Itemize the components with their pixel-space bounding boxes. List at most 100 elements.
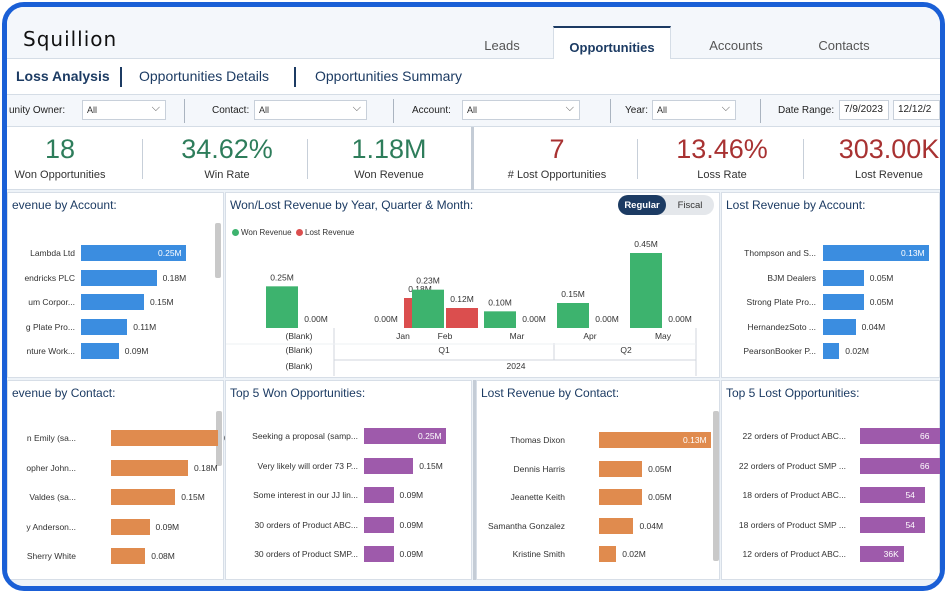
top-5-won-opportunities-panel: Top 5 Won Opportunities: Seeking a propo…: [225, 380, 472, 580]
bar-value-label: 0.15M: [181, 492, 205, 502]
regular-fiscal-toggle[interactable]: Regular Fiscal: [618, 195, 714, 215]
bar-value-label: 0.09M: [399, 490, 424, 500]
bar-label: 22 orders of Product ABC...: [742, 431, 846, 441]
bar[interactable]: [599, 489, 643, 505]
panel-title: evenue by Account:: [12, 198, 117, 212]
lost-revenue-by-contact-panel: Lost Revenue by Contact: Thomas Dixon 0.1…: [476, 380, 720, 580]
subtab-opportunities-details[interactable]: Opportunities Details: [139, 68, 269, 84]
toggle-regular[interactable]: Regular: [618, 195, 666, 215]
kpi-won-revenue: 1.18M Won Revenue: [319, 127, 459, 190]
bar[interactable]: [599, 546, 617, 562]
subtab-loss-analysis[interactable]: Loss Analysis: [16, 68, 110, 84]
bar[interactable]: [860, 457, 940, 474]
chevron-down-icon: ⌵: [721, 102, 730, 114]
contact-filter-select[interactable]: All ⌵: [254, 100, 367, 120]
bar[interactable]: [860, 428, 940, 444]
bar-label: 18 orders of Product SMP ...: [738, 519, 846, 530]
legend-won-label: Won Revenue: [241, 228, 292, 237]
kpi-value: 13.46%: [676, 134, 768, 164]
scrollbar[interactable]: [713, 411, 719, 561]
bar[interactable]: [823, 343, 840, 359]
bar-value-label: 36K: [883, 549, 899, 559]
owner-filter-select[interactable]: All ⌵: [82, 100, 166, 120]
won-revenue-bar[interactable]: [412, 289, 444, 328]
data-label: 0.23M: [416, 276, 440, 286]
subtab-opportunities-summary[interactable]: Opportunities Summary: [315, 68, 463, 84]
kpi-won-opportunities: 18 Won Opportunities: [7, 127, 113, 190]
bar[interactable]: [81, 269, 157, 286]
bar[interactable]: [81, 245, 186, 261]
dashboard: Squillion Leads Opportunities Accounts C…: [7, 7, 940, 586]
bar[interactable]: [111, 489, 176, 505]
bar[interactable]: [81, 318, 128, 335]
won-lost-revenue-chart-panel: Won/Lost Revenue by Year, Quarter & Mont…: [225, 192, 720, 378]
tab-accounts[interactable]: Accounts: [709, 38, 763, 53]
bar-label: 22 orders of Product SMP ...: [738, 460, 846, 471]
data-label: 0.45M: [634, 239, 658, 249]
bar-value-label: 0.25M: [418, 431, 442, 441]
won-revenue-bar[interactable]: [630, 253, 662, 328]
bar[interactable]: [364, 457, 414, 474]
bar-value-label: 66: [920, 460, 930, 471]
tab-leads[interactable]: Leads: [484, 38, 520, 53]
won-revenue-bar[interactable]: [484, 311, 516, 328]
bar[interactable]: [111, 518, 150, 535]
kpi-label: Won Revenue: [354, 169, 424, 181]
bar[interactable]: [364, 428, 446, 444]
x-tick-label: Apr: [583, 331, 596, 341]
bar-label: 12 orders of Product ABC...: [742, 549, 846, 559]
lost-revenue-bar[interactable]: [446, 308, 478, 328]
tab-opportunities[interactable]: Opportunities: [553, 26, 671, 59]
bar[interactable]: [860, 487, 926, 503]
kpi-label: Lost Revenue: [855, 169, 923, 181]
date-from-input[interactable]: 7/9/2023: [839, 100, 889, 120]
bar[interactable]: [599, 432, 711, 448]
bar[interactable]: [81, 343, 119, 359]
kpi-label: # Lost Opportunities: [507, 169, 607, 181]
bar[interactable]: [599, 517, 634, 534]
bar-label: Samantha Gonzalez: [487, 520, 565, 531]
bar-label: Strong Plate Pro...: [746, 297, 816, 307]
bar[interactable]: [860, 546, 904, 562]
bar[interactable]: [860, 516, 926, 533]
bar[interactable]: [364, 546, 394, 562]
account-filter-select[interactable]: All ⌵: [462, 100, 580, 120]
bar-label: Lambda Ltd: [30, 248, 75, 258]
bar-value-label: 54: [905, 519, 915, 530]
date-to-input[interactable]: 12/12/2: [893, 100, 940, 120]
kpi-divider: [637, 139, 638, 179]
chevron-down-icon: ⌵: [352, 102, 361, 114]
chevron-down-icon: ⌵: [151, 102, 160, 114]
bar-value-label: 0.04M: [861, 321, 886, 332]
bar-label: 30 orders of Product SMP...: [254, 549, 358, 559]
bar[interactable]: [364, 516, 394, 533]
bar-label: Very likely will order 73 P...: [257, 460, 358, 471]
scrollbar[interactable]: [216, 411, 222, 466]
bar-value-label: 0.13M: [901, 248, 925, 258]
bar[interactable]: [823, 294, 864, 310]
bar-label: PearsonBooker P...: [743, 346, 816, 356]
bar[interactable]: [364, 487, 394, 503]
tab-contacts[interactable]: Contacts: [818, 38, 870, 53]
year-filter-select[interactable]: All ⌵: [652, 100, 736, 120]
bar-value-label: 0.11M: [133, 321, 157, 332]
bar[interactable]: [823, 245, 929, 261]
toggle-fiscal[interactable]: Fiscal: [677, 200, 703, 211]
bar[interactable]: [111, 459, 189, 476]
won-revenue-bar[interactable]: [557, 303, 589, 328]
bar[interactable]: [81, 294, 144, 310]
date-range-label: Date Range:: [778, 105, 835, 116]
bar-label: Jeanette Keith: [510, 492, 565, 502]
chart-legend: Won Revenue Lost Revenue: [232, 228, 354, 237]
won-revenue-bar[interactable]: [266, 286, 298, 328]
bar[interactable]: [823, 318, 856, 335]
data-label: 0.12M: [450, 294, 474, 304]
bar-value-label: 66: [920, 431, 930, 441]
bar[interactable]: [599, 460, 643, 477]
kpi-divider: [142, 139, 143, 179]
bar[interactable]: [823, 269, 864, 286]
data-label: 0.15M: [561, 289, 585, 299]
scrollbar[interactable]: [215, 223, 221, 278]
bar[interactable]: [111, 548, 146, 564]
bar[interactable]: [111, 430, 218, 446]
